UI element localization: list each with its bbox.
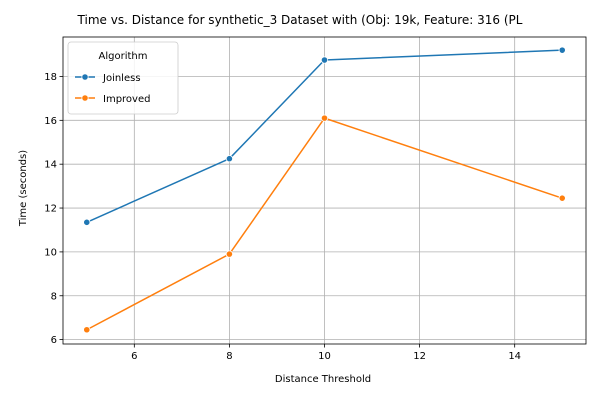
legend-marker-improved bbox=[81, 94, 89, 102]
x-tick-label: 6 bbox=[131, 351, 137, 362]
legend: Algorithm Joinless Improved bbox=[67, 41, 179, 115]
y-axis-label: Time (seconds) bbox=[18, 150, 29, 227]
y-tick-label: 10 bbox=[44, 247, 57, 258]
x-tick-label: 12 bbox=[413, 351, 426, 362]
data-point-joinless bbox=[558, 46, 566, 54]
chart-title: Time vs. Distance for synthetic_3 Datase… bbox=[77, 13, 523, 27]
data-point-improved bbox=[83, 326, 91, 334]
x-axis-label: Distance Threshold bbox=[275, 374, 371, 385]
series-improved bbox=[83, 114, 566, 334]
series-line-joinless bbox=[86, 49, 563, 223]
y-tick-label: 16 bbox=[44, 116, 57, 127]
x-tick-label: 14 bbox=[508, 351, 521, 362]
ticks: 6 8 10 12 14 6 8 10 12 14 16 18 bbox=[44, 72, 521, 362]
legend-marker-joinless bbox=[81, 73, 89, 81]
data-point-joinless bbox=[83, 218, 91, 226]
data-point-improved bbox=[225, 250, 234, 258]
series-joinless bbox=[83, 46, 566, 226]
y-tick-label: 6 bbox=[51, 335, 57, 346]
legend-label-improved: Improved bbox=[103, 94, 150, 105]
y-tick-label: 8 bbox=[51, 291, 57, 302]
y-tick-label: 14 bbox=[44, 160, 57, 171]
series-layer bbox=[83, 46, 566, 334]
data-point-improved bbox=[320, 114, 329, 122]
data-point-joinless bbox=[225, 155, 234, 163]
data-point-joinless bbox=[320, 56, 329, 64]
legend-title: Algorithm bbox=[99, 51, 148, 62]
y-tick-label: 12 bbox=[44, 204, 57, 215]
y-tick-label: 18 bbox=[44, 72, 57, 83]
legend-box bbox=[67, 41, 179, 115]
data-point-improved bbox=[558, 194, 566, 202]
legend-label-joinless: Joinless bbox=[102, 73, 141, 84]
series-line-improved bbox=[86, 117, 563, 331]
x-tick-label: 10 bbox=[318, 351, 331, 362]
x-tick-label: 8 bbox=[226, 351, 232, 362]
